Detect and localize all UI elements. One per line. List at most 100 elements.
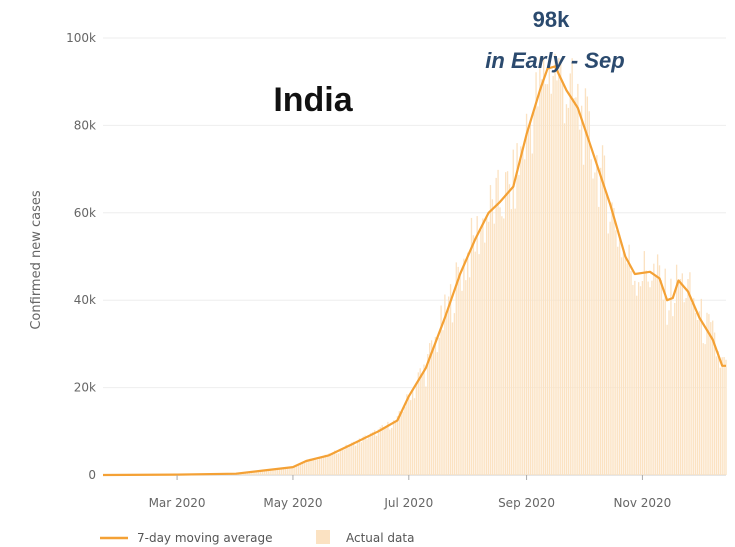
- actual-data-bar: [459, 276, 461, 475]
- actual-data-bar: [503, 218, 505, 475]
- actual-data-bar: [501, 216, 503, 476]
- actual-data-bar: [499, 207, 501, 475]
- actual-data-bar: [561, 83, 564, 476]
- actual-data-bar: [723, 357, 725, 475]
- actual-data-bar: [337, 453, 340, 475]
- actual-data-bar: [277, 468, 279, 475]
- actual-data-bar: [269, 469, 271, 475]
- actual-data-bar: [457, 266, 459, 475]
- actual-data-bar: [246, 472, 249, 475]
- actual-data-bar: [512, 149, 514, 476]
- actual-data-bar: [368, 436, 370, 475]
- actual-data-bar: [339, 448, 342, 475]
- actual-data-bar: [320, 457, 323, 475]
- actual-data-bar: [493, 223, 495, 475]
- actual-data-bar: [672, 316, 674, 475]
- y-tick-label: 100k: [66, 31, 96, 45]
- actual-data-bar: [658, 265, 661, 475]
- actual-data-bar: [381, 425, 383, 475]
- actual-data-bar: [478, 254, 480, 475]
- actual-data-bar: [613, 208, 615, 475]
- actual-data-bar: [677, 282, 680, 475]
- actual-data-bar: [411, 389, 414, 475]
- actual-data-bar: [624, 256, 626, 475]
- actual-data-bar: [626, 263, 628, 475]
- legend-label-moving-average: 7-day moving average: [137, 531, 272, 545]
- actual-data-bar: [345, 444, 347, 475]
- actual-data-bar: [341, 449, 343, 475]
- actual-data-bar: [584, 88, 587, 475]
- actual-data-bar: [313, 458, 315, 475]
- actual-data-bar: [607, 233, 609, 475]
- moving-average-layer: [102, 65, 726, 477]
- actual-data-bar: [408, 395, 410, 475]
- legend-bar-swatch: [316, 530, 330, 544]
- actual-data-bar: [332, 452, 334, 475]
- actual-data-bar: [290, 467, 292, 475]
- actual-data-bar: [387, 421, 389, 475]
- actual-data-bar: [590, 159, 592, 475]
- actual-data-bar: [548, 57, 551, 476]
- actual-data-bar: [455, 262, 457, 475]
- actual-data-bar: [505, 172, 507, 475]
- legend: 7-day moving average Actual data: [100, 530, 414, 545]
- actual-data-bar: [693, 298, 695, 475]
- actual-data-bar: [691, 302, 693, 475]
- actual-data-bar: [421, 374, 423, 475]
- actual-data-bar: [461, 290, 463, 475]
- actual-data-bar: [630, 270, 632, 475]
- actual-data-bar: [712, 320, 714, 475]
- chart-title: India: [273, 81, 353, 119]
- actual-data-bar: [639, 286, 642, 475]
- actual-data-bar: [476, 216, 478, 475]
- actual-data-bar: [440, 305, 442, 475]
- actual-data-bar: [347, 447, 349, 475]
- actual-data-bar: [410, 400, 412, 475]
- actual-data-bar: [417, 372, 419, 475]
- legend-label-actual-data: Actual data: [346, 531, 414, 545]
- actual-data-bar: [628, 244, 630, 475]
- x-axis: Mar 2020 May 2020 Jul 2020 Sep 2020 Nov 2020: [149, 475, 671, 510]
- actual-data-bar: [710, 322, 712, 475]
- actual-data-bar: [322, 456, 324, 475]
- actual-data-bar: [560, 58, 562, 476]
- actual-data-bar: [326, 456, 328, 475]
- actual-data-bar: [356, 441, 359, 475]
- actual-data-bar: [448, 296, 450, 475]
- actual-data-bar: [434, 336, 437, 475]
- actual-data-bar: [377, 429, 380, 475]
- actual-data-bar: [569, 73, 571, 475]
- actual-data-bar: [495, 177, 497, 475]
- actual-data-bar: [588, 111, 590, 475]
- x-tick-label: Sep 2020: [498, 496, 555, 510]
- actual-data-bar: [696, 320, 699, 475]
- actual-data-bar: [575, 97, 577, 476]
- actual-data-bar: [453, 313, 456, 475]
- actual-data-bar: [683, 302, 685, 475]
- actual-data-bar: [354, 445, 357, 475]
- actual-data-bar: [383, 427, 385, 475]
- actual-data-bar: [719, 367, 721, 475]
- actual-data-bar: [620, 257, 623, 475]
- actual-data-bar: [577, 83, 579, 476]
- actual-data-bar: [288, 468, 290, 475]
- y-tick-label: 20k: [74, 381, 96, 395]
- actual-data-bar: [267, 470, 269, 475]
- actual-data-bar: [668, 310, 670, 475]
- actual-data-bar: [681, 273, 683, 475]
- actual-data-bar: [463, 258, 465, 475]
- actual-data-bar: [531, 153, 533, 475]
- actual-data-bar: [486, 215, 488, 476]
- actual-data-bar: [451, 322, 454, 475]
- actual-data-bar: [427, 354, 429, 475]
- actual-data-bar: [567, 107, 570, 475]
- actual-data-bar: [286, 468, 288, 475]
- actual-data-bar: [284, 467, 287, 475]
- actual-data-bar: [689, 272, 691, 475]
- actual-data-bar: [242, 472, 245, 475]
- actual-data-bar: [423, 364, 425, 475]
- actual-data-bar: [611, 202, 613, 476]
- moving-average-line: [102, 65, 726, 477]
- actual-data-bar: [580, 105, 583, 475]
